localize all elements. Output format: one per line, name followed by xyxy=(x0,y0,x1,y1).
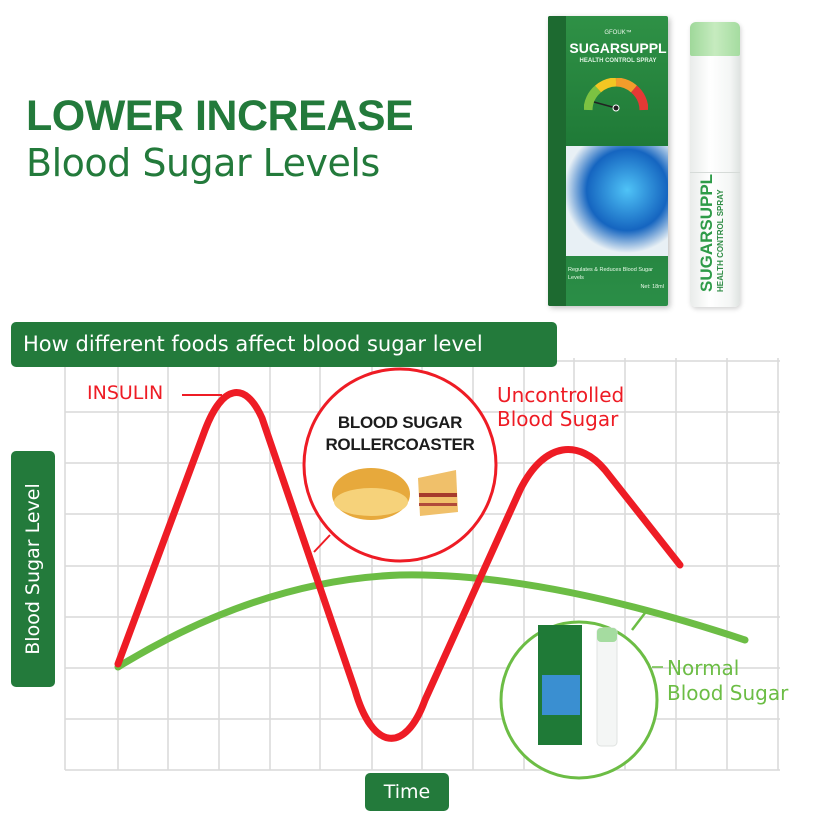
rollercoaster-line-2: ROLLERCOASTER xyxy=(325,435,475,454)
uncontrolled-label: Uncontrolled Blood Sugar xyxy=(497,383,624,431)
normal-label: Normal Blood Sugar xyxy=(667,656,788,706)
chart-title: How different foods affect blood sugar l… xyxy=(11,322,557,367)
spray-cap xyxy=(690,22,740,56)
product-subtitle: HEALTH CONTROL SPRAY xyxy=(579,58,657,64)
product-image: GFOUK™ SUGARSUPPL HEALTH CONTROL SPRAY R… xyxy=(540,10,780,310)
mini-spray-bottle xyxy=(596,627,618,747)
spray-bottle: SUGARSUPPL HEALTH CONTROL SPRAY xyxy=(690,22,740,307)
rollercoaster-callout xyxy=(302,367,498,563)
bread-icon xyxy=(332,468,410,520)
net-volume: Net: 18ml xyxy=(640,284,664,290)
insulin-label: INSULIN xyxy=(87,382,164,404)
uncontrolled-label-line-2: Blood Sugar xyxy=(497,407,619,431)
headline-line-2: Blood Sugar Levels xyxy=(26,141,380,185)
normal-label-line-1: Normal xyxy=(667,656,740,680)
y-axis-label: Blood Sugar Level xyxy=(11,451,55,687)
rollercoaster-leader xyxy=(313,534,331,553)
face-illustration xyxy=(566,146,668,256)
normal-blood-sugar-line xyxy=(114,571,749,671)
cake-icon xyxy=(418,470,458,516)
bottle-seam xyxy=(690,172,740,173)
headline-line-1: LOWER INCREASE xyxy=(26,92,414,140)
product-box: GFOUK™ SUGARSUPPL HEALTH CONTROL SPRAY R… xyxy=(548,16,668,306)
normal-leader xyxy=(631,612,646,631)
box-footer-text: Regulates & Reduces Blood Sugar Levels xyxy=(568,267,653,281)
product-name: SUGARSUPPL xyxy=(569,40,667,56)
x-axis-label: Time xyxy=(365,773,449,811)
normal-label-line-2: Blood Sugar xyxy=(667,681,789,705)
product-brand: GFOUK™ xyxy=(604,30,632,36)
gauge-icon xyxy=(584,78,648,112)
uncontrolled-blood-sugar-line xyxy=(114,389,684,742)
headline: LOWER INCREASE Blood Sugar Levels xyxy=(26,92,414,186)
box-side-panel xyxy=(548,16,566,306)
rollercoaster-line-1: BLOOD SUGAR xyxy=(337,413,463,432)
uncontrolled-label-line-1: Uncontrolled xyxy=(497,383,625,407)
rollercoaster-text: BLOOD SUGAR ROLLERCOASTER xyxy=(305,412,495,456)
y-axis-label-text: Blood Sugar Level xyxy=(22,483,44,655)
